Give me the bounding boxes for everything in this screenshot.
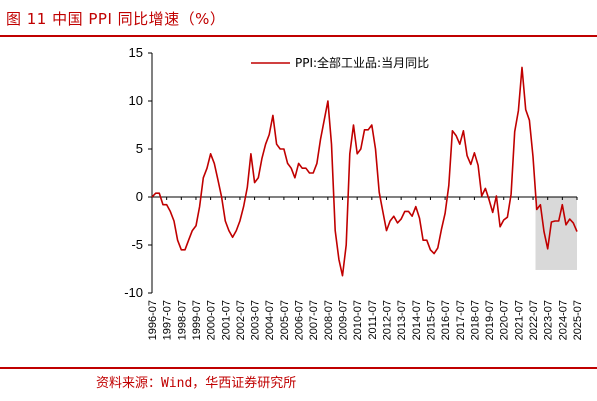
x-tick-label: 2015-07 bbox=[425, 300, 437, 340]
x-tick-label: 2003-07 bbox=[250, 300, 262, 340]
x-tick-label: 2022-07 bbox=[528, 300, 540, 340]
legend-label: PPI:全部工业品:当月同比 bbox=[295, 55, 429, 70]
shaded-region bbox=[535, 197, 577, 270]
y-tick-label: 10 bbox=[129, 93, 143, 108]
x-tick-label: 1996-07 bbox=[147, 300, 159, 340]
x-tick-label: 2007-07 bbox=[308, 300, 320, 340]
x-tick-label: 1999-07 bbox=[191, 300, 203, 340]
y-tick-label: -10 bbox=[124, 285, 143, 300]
x-tick-label: 2024-07 bbox=[557, 300, 569, 340]
x-tick-label: 2001-07 bbox=[220, 300, 232, 340]
x-tick-label: 2018-07 bbox=[469, 300, 481, 340]
y-tick-label: 5 bbox=[136, 141, 143, 156]
legend: PPI:全部工业品:当月同比 bbox=[251, 55, 429, 70]
x-tick-label: 2009-07 bbox=[338, 300, 350, 340]
x-tick-label: 1998-07 bbox=[176, 300, 188, 340]
x-tick-label: 2000-07 bbox=[206, 300, 218, 340]
x-tick-label: 2005-07 bbox=[279, 300, 291, 340]
x-tick-label: 2017-07 bbox=[455, 300, 467, 340]
x-tick-label: 2014-07 bbox=[411, 300, 423, 340]
x-tick-label: 2004-07 bbox=[264, 300, 276, 340]
x-tick-label: 2010-07 bbox=[352, 300, 364, 340]
x-tick-label: 2013-07 bbox=[396, 300, 408, 340]
source-note: 资料来源：Wind，华西证券研究所 bbox=[96, 376, 297, 391]
x-tick-label: 2012-07 bbox=[381, 300, 393, 340]
y-tick-label: -5 bbox=[131, 237, 143, 252]
x-tick-label: 2008-07 bbox=[323, 300, 335, 340]
ppi-series-line bbox=[151, 66, 578, 277]
y-tick-label: 0 bbox=[136, 189, 143, 204]
x-tick-label: 2006-07 bbox=[294, 300, 306, 340]
x-tick-label: 1997-07 bbox=[162, 300, 174, 340]
x-tick-label: 2019-07 bbox=[484, 300, 496, 340]
x-tick-label: 2016-07 bbox=[440, 300, 452, 340]
y-tick-label: 15 bbox=[129, 45, 143, 60]
x-tick-label: 2002-07 bbox=[235, 300, 247, 340]
x-tick-label: 2025-07 bbox=[572, 300, 584, 340]
shaded-region-layer bbox=[535, 197, 577, 270]
series-layer bbox=[151, 66, 578, 277]
footer-divider bbox=[0, 367, 597, 369]
title-divider bbox=[0, 35, 597, 37]
figure-title: 图 11 中国 PPI 同比增速（%） bbox=[6, 10, 226, 28]
x-tick-label: 2023-07 bbox=[543, 300, 555, 340]
x-tick-label: 2021-07 bbox=[513, 300, 525, 340]
x-tick-label: 2020-07 bbox=[499, 300, 511, 340]
x-tick-label: 2011-07 bbox=[367, 300, 379, 340]
